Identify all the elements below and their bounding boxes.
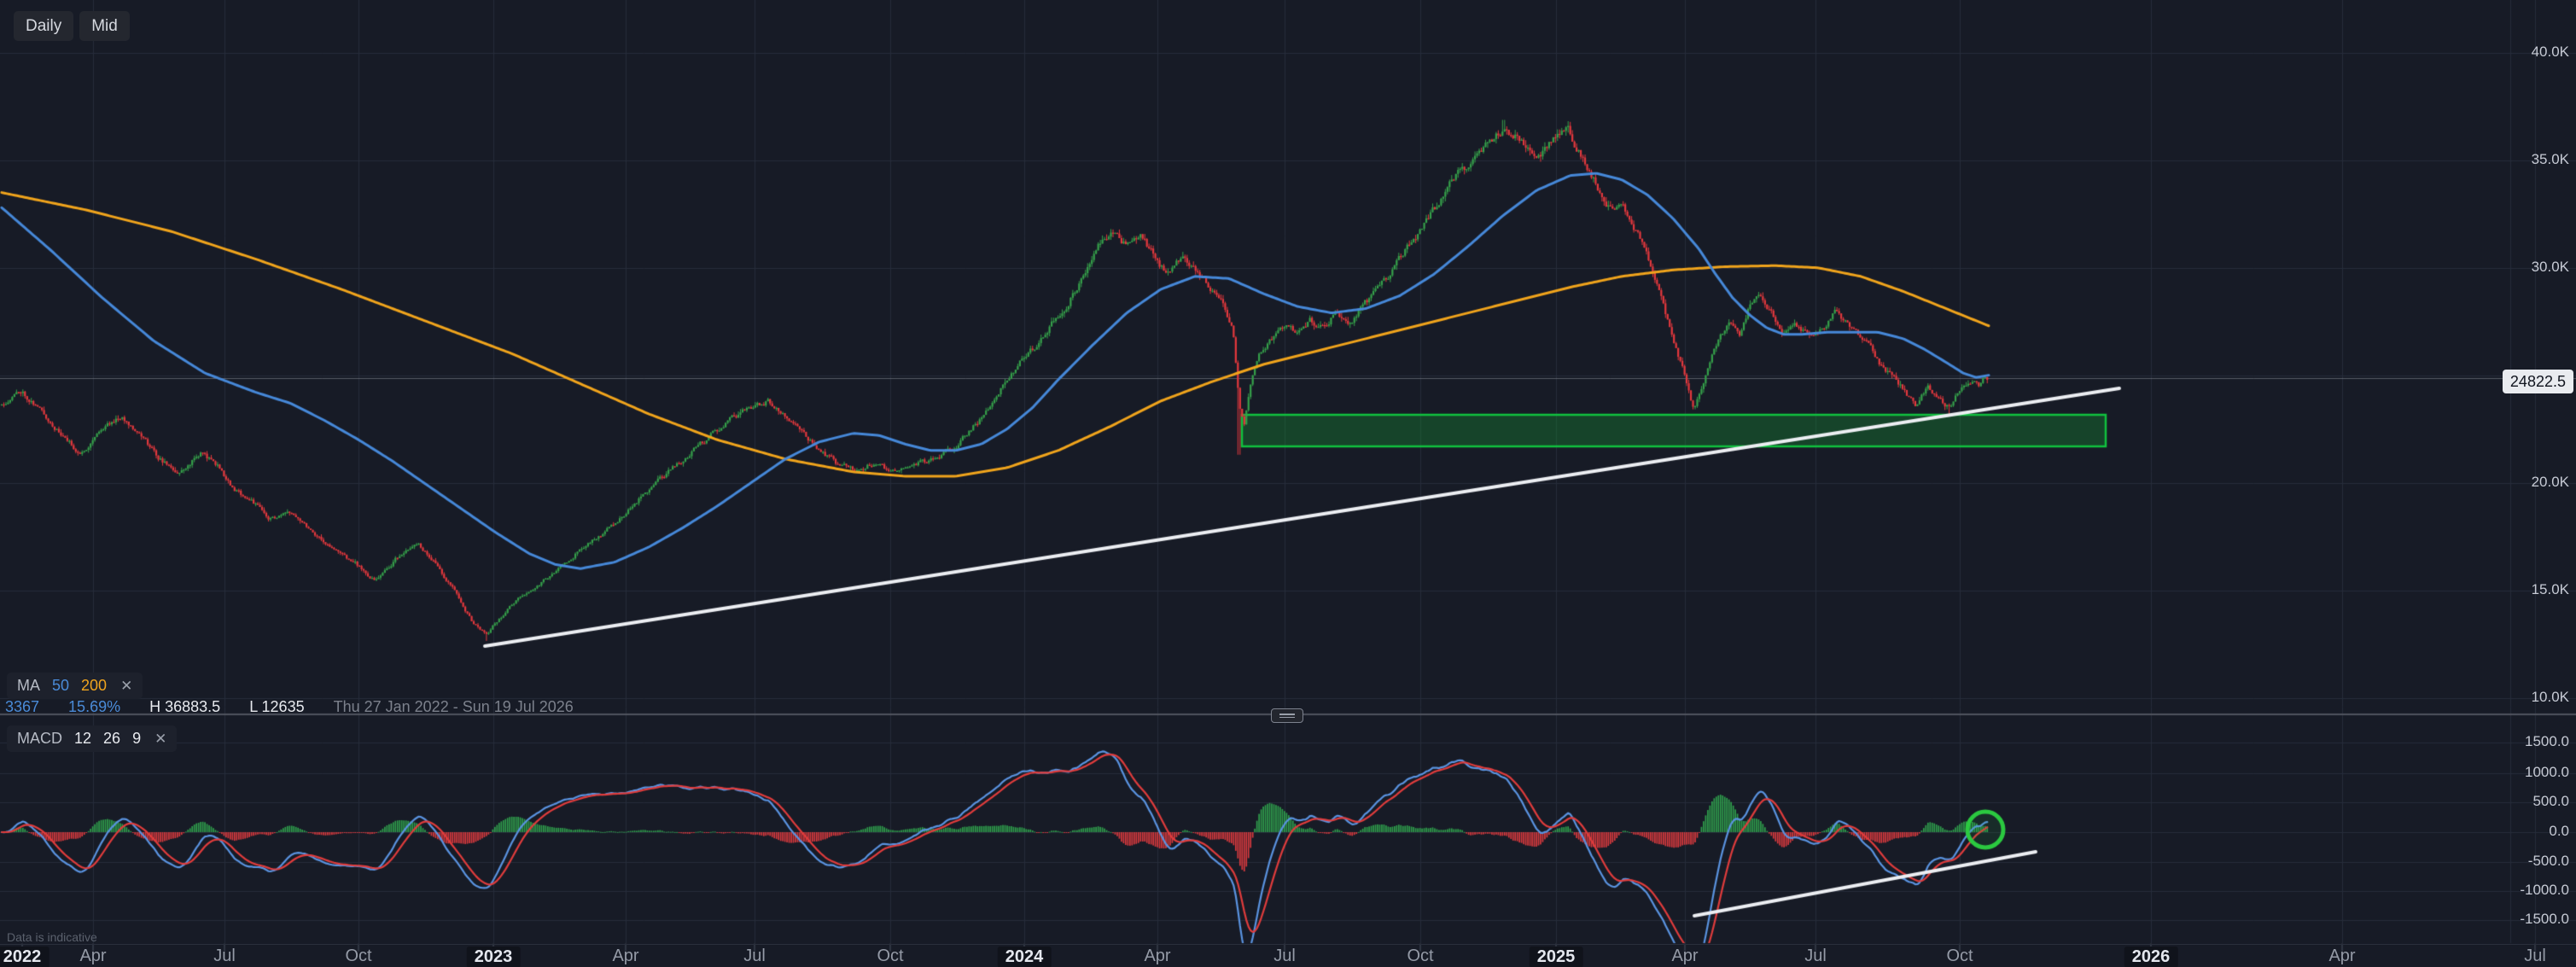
- date-range: Thu 27 Jan 2022 - Sun 19 Jul 2026: [333, 698, 574, 715]
- time-axis-label: Oct: [1946, 947, 1973, 965]
- toolbar: Daily Mid: [14, 11, 130, 41]
- ma50-length: 50: [52, 677, 70, 694]
- macd-axis-label: 1000.0: [2525, 764, 2569, 780]
- range-high: H 36883.5: [149, 698, 221, 715]
- price-axis-label: 40.0K: [2531, 44, 2569, 60]
- macd-axis-label: 1500.0: [2525, 733, 2569, 749]
- macd-slow-length: 26: [103, 730, 121, 747]
- macd-signal-length: 9: [132, 730, 142, 747]
- time-axis-label: Jul: [743, 947, 766, 965]
- symbol-values-row: 3367 15.69% H 36883.5 L 12635 Thu 27 Jan…: [5, 698, 574, 716]
- macd-axis-label: 500.0: [2532, 793, 2569, 809]
- time-axis-label: Jul: [1273, 947, 1296, 965]
- time-axis-label: Jul: [1804, 947, 1827, 965]
- macd-legend-title: MACD: [17, 730, 62, 747]
- ma-legend-close-icon[interactable]: ✕: [120, 677, 133, 694]
- range-low: L 12635: [249, 698, 305, 715]
- time-axis-label: Jul: [2524, 947, 2546, 965]
- macd-axis-label: -500.0: [2527, 853, 2569, 869]
- price-axis-label: 10.0K: [2531, 689, 2569, 705]
- mid-button[interactable]: Mid: [79, 11, 130, 41]
- time-axis-label: Apr: [1144, 947, 1171, 965]
- price-axis-label: 35.0K: [2531, 151, 2569, 167]
- pane-separator-handle[interactable]: [1271, 708, 1303, 723]
- ma200-length: 200: [81, 677, 108, 694]
- price-axis-label: 15.0K: [2531, 581, 2569, 597]
- price-axis-label: 20.0K: [2531, 474, 2569, 490]
- price-axis[interactable]: 40.0K 35.0K 30.0K 20.0K 15.0K 10.0K 2482…: [2502, 0, 2576, 967]
- macd-axis[interactable]: 1500.0 1000.0 500.0 0.0 -500.0 -1000.0 -…: [2509, 0, 2576, 967]
- time-axis-label: Oct: [877, 947, 904, 965]
- time-axis-label: 2024: [997, 947, 1052, 967]
- time-axis-label: Apr: [1671, 947, 1699, 965]
- change-percent: 15.69%: [68, 698, 121, 715]
- last-price-label: 24822.5: [2502, 370, 2573, 393]
- time-axis[interactable]: 2022 Apr Jul Oct 2023 Apr Jul Oct 2024 A…: [0, 944, 2576, 967]
- daily-button[interactable]: Daily: [14, 11, 74, 41]
- time-axis-label: Oct: [345, 947, 372, 965]
- macd-indicator-legend[interactable]: MACD 12 26 9 ✕: [7, 725, 178, 752]
- time-axis-label: Apr: [79, 947, 107, 965]
- data-indicative-note: Data is indicative: [7, 930, 97, 944]
- macd-axis-label: -1000.0: [2520, 882, 2569, 898]
- time-axis-label: Apr: [2328, 947, 2356, 965]
- time-axis-label: 2023: [466, 947, 521, 967]
- ma-indicator-legend[interactable]: MA 50 200 ✕: [7, 673, 143, 699]
- last-value: 3367: [5, 698, 40, 715]
- time-axis-label: 2022: [0, 947, 50, 967]
- macd-legend-close-icon[interactable]: ✕: [154, 730, 167, 747]
- time-axis-label: Apr: [612, 947, 639, 965]
- time-axis-label: Oct: [1407, 947, 1434, 965]
- time-axis-label: 2025: [1529, 947, 1583, 967]
- time-axis-label: 2026: [2124, 947, 2178, 967]
- ma-legend-title: MA: [17, 677, 40, 694]
- price-axis-label: 30.0K: [2531, 259, 2569, 275]
- macd-axis-label: -1500.0: [2520, 911, 2569, 927]
- time-axis-label: Jul: [213, 947, 236, 965]
- macd-fast-length: 12: [74, 730, 92, 747]
- macd-axis-label: 0.0: [2549, 823, 2569, 839]
